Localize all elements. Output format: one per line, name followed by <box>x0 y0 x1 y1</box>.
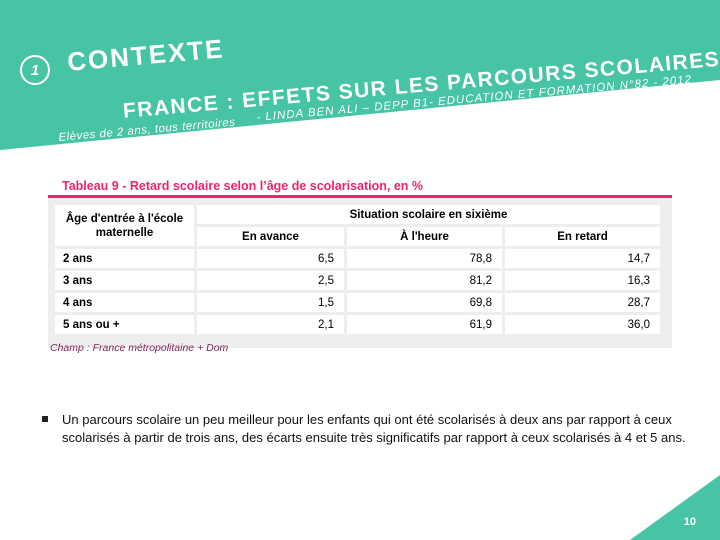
cell-retard: 28,7 <box>505 293 660 312</box>
col-header-avance: En avance <box>197 227 344 246</box>
table-row: 5 ans ou + 2,1 61,9 36,0 <box>55 315 660 334</box>
data-table: Âge d'entrée à l'école maternelle Situat… <box>52 202 663 337</box>
cell-avance: 6,5 <box>197 249 344 268</box>
page-number: 10 <box>683 516 696 528</box>
table-row: 4 ans 1,5 69,8 28,7 <box>55 293 660 312</box>
bullet-text: Un parcours scolaire un peu meilleur pou… <box>62 412 686 445</box>
table-row: 2 ans 6,5 78,8 14,7 <box>55 249 660 268</box>
table-subheader-row: En avance À l'heure En retard <box>55 227 660 246</box>
footer-corner <box>630 475 720 540</box>
row-label: 4 ans <box>55 293 194 312</box>
cell-retard: 16,3 <box>505 271 660 290</box>
cell-retard: 36,0 <box>505 315 660 334</box>
cell-heure: 78,8 <box>347 249 502 268</box>
row-label: 2 ans <box>55 249 194 268</box>
bullet-item: Un parcours scolaire un peu meilleur pou… <box>42 411 702 447</box>
row-label: 5 ans ou + <box>55 315 194 334</box>
cell-heure: 61,9 <box>347 315 502 334</box>
row-label: 3 ans <box>55 271 194 290</box>
section-number-badge: 1 <box>20 55 50 85</box>
table-header-row: Âge d'entrée à l'école maternelle Situat… <box>55 205 660 246</box>
table-title: Tableau 9 - Retard scolaire selon l’âge … <box>62 179 424 193</box>
header-age: Âge d'entrée à l'école maternelle <box>55 205 194 246</box>
header-situation: Situation scolaire en sixième <box>197 205 660 224</box>
cell-avance: 2,5 <box>197 271 344 290</box>
cell-heure: 69,8 <box>347 293 502 312</box>
cell-retard: 14,7 <box>505 249 660 268</box>
cell-heure: 81,2 <box>347 271 502 290</box>
square-bullet-icon <box>42 416 48 422</box>
table-source: Champ : France métropolitaine + Dom <box>50 342 229 354</box>
cell-avance: 1,5 <box>197 293 344 312</box>
col-header-heure: À l'heure <box>347 227 502 246</box>
cell-avance: 2,1 <box>197 315 344 334</box>
table-row: 3 ans 2,5 81,2 16,3 <box>55 271 660 290</box>
col-header-retard: En retard <box>505 227 660 246</box>
